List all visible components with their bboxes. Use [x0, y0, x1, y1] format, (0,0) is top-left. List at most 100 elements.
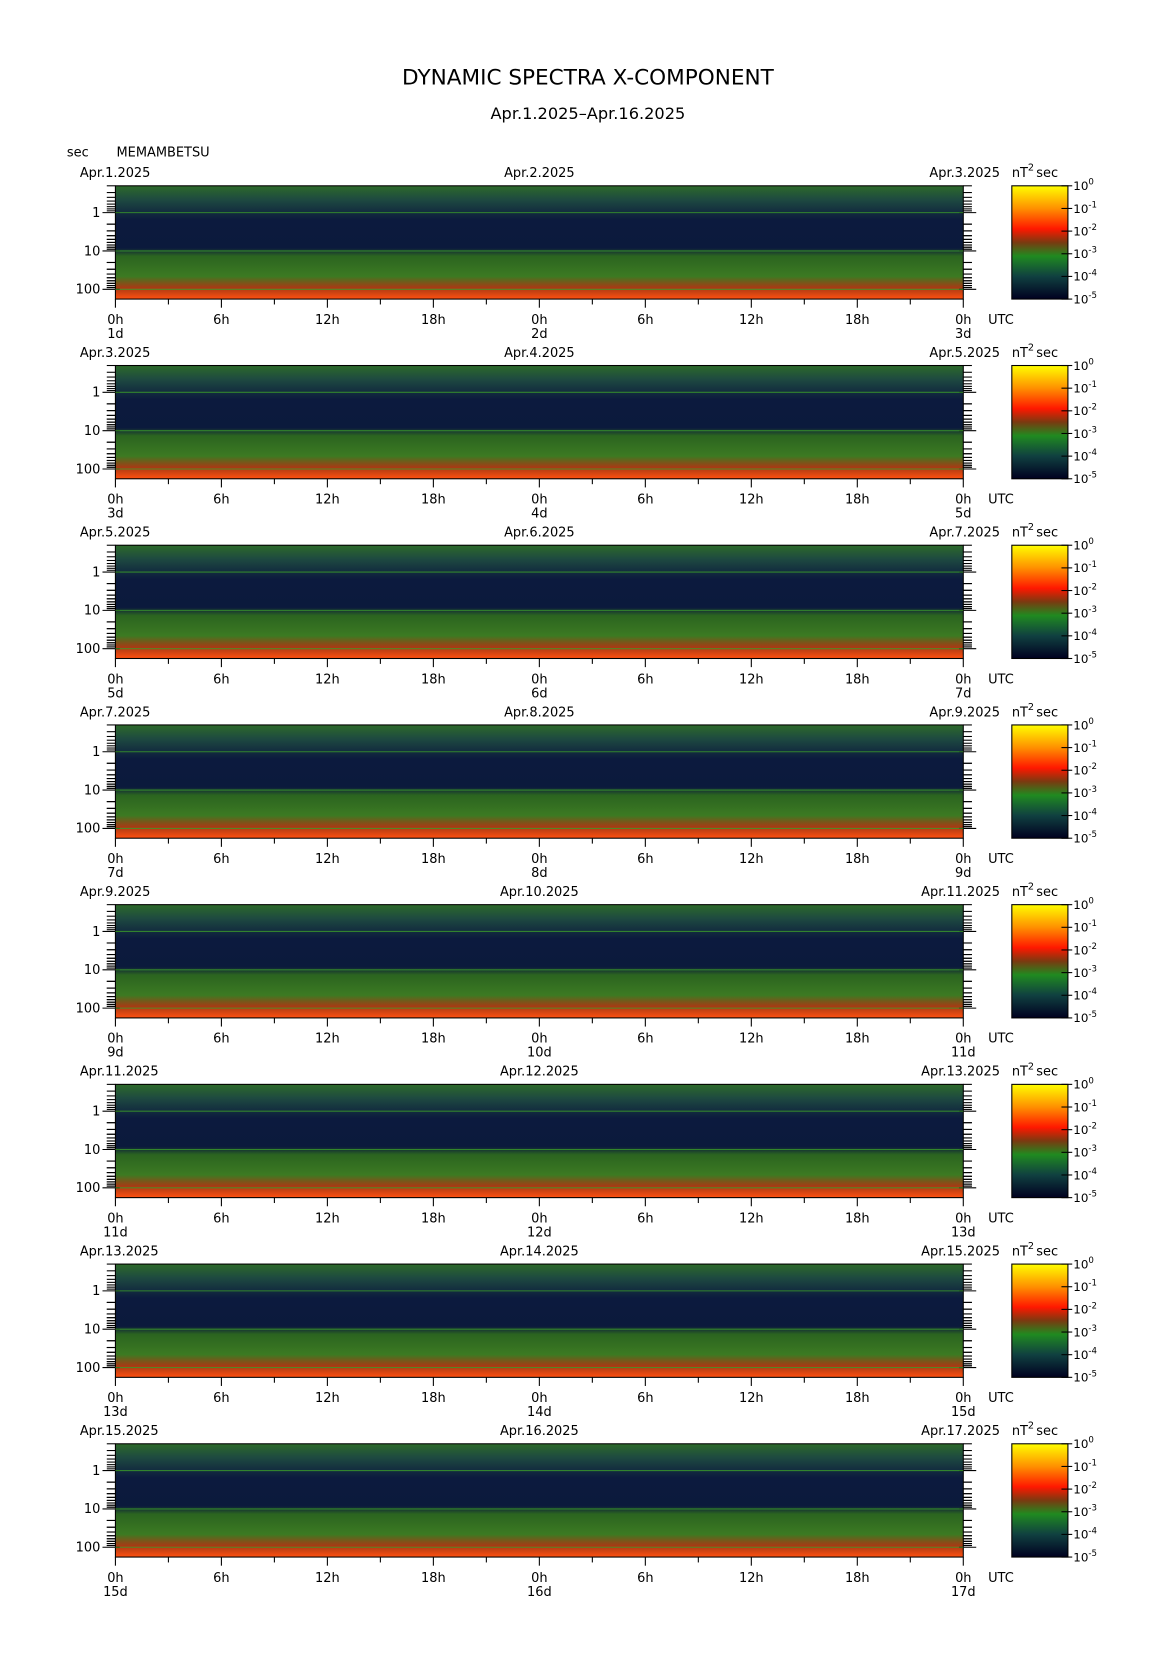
colorbar-tick-exponent: 0 [1088, 1076, 1093, 1086]
colorbar-unit-base: nT [1012, 885, 1028, 900]
colorbar-tick-label: 10-4 [1073, 807, 1097, 822]
start-date: Apr.7.2025 [80, 705, 151, 720]
y-tick-label: 1 [92, 1104, 100, 1119]
colorbar-tick-base: 10 [1073, 832, 1088, 846]
end-date: Apr.11.2025 [921, 885, 1000, 900]
day-label: 15d [951, 1405, 976, 1420]
x-unit: UTC [988, 313, 1014, 328]
colorbar-tick-base: 10 [1073, 1123, 1088, 1137]
colorbar-tick-base: 10 [1073, 607, 1088, 621]
day-label: 3d [955, 327, 971, 342]
x-tick-label: 6h [637, 493, 653, 508]
mid-date: Apr.10.2025 [500, 885, 579, 900]
colorbar-tick-label: 10-5 [1073, 471, 1097, 486]
colorbar-tick-exponent: -2 [1088, 1301, 1097, 1311]
day-label: 9d [955, 866, 971, 881]
colorbar-unit-power: 2 [1028, 1421, 1034, 1432]
x-tick-label: 18h [845, 1211, 870, 1226]
colorbar-tick-exponent: -3 [1088, 785, 1097, 795]
x-tick-label: 6h [637, 1571, 653, 1586]
colorbar-tick-exponent: 0 [1088, 717, 1093, 727]
colorbar-tick-label: 10-4 [1073, 987, 1097, 1002]
x-tick-label: 18h [845, 313, 870, 328]
x-unit: UTC [988, 1211, 1014, 1226]
colorbar-tick-label: 10-1 [1073, 740, 1097, 755]
colorbar-unit-base: nT [1012, 1065, 1028, 1080]
x-tick-label: 0h [107, 493, 123, 508]
colorbar-tick-label: 100 [1073, 1256, 1094, 1271]
x-unit: UTC [988, 1391, 1014, 1406]
colorbar-unit: nT2 sec [1012, 163, 1058, 181]
colorbar-tick-label: 10-5 [1073, 1369, 1097, 1384]
colorbar-tick-base: 10 [1073, 1303, 1088, 1317]
mid-date: Apr.16.2025 [500, 1424, 579, 1439]
colorbar-tick-base: 10 [1073, 718, 1088, 732]
x-tick-label: 0h [107, 1211, 123, 1226]
colorbar-unit: nT2 sec [1012, 882, 1058, 900]
colorbar-unit-time: sec [1036, 346, 1058, 361]
x-tick-label: 18h [845, 493, 870, 508]
colorbar-tick-base: 10 [1073, 1191, 1088, 1205]
colorbar-tick-exponent: -2 [1088, 1122, 1097, 1132]
colorbar-tick-exponent: 0 [1088, 537, 1093, 547]
colorbar-tick-label: 100 [1073, 178, 1094, 193]
y-tick-label: 10 [84, 244, 100, 259]
x-tick-label: 0h [955, 1391, 971, 1406]
colorbar-tick-exponent: -5 [1088, 830, 1097, 840]
colorbar-tick-base: 10 [1073, 921, 1088, 935]
colorbar-unit: nT2 sec [1012, 1061, 1058, 1079]
colorbar-tick-base: 10 [1073, 764, 1088, 778]
colorbar-tick-label: 100 [1073, 1076, 1094, 1091]
x-tick-label: 6h [637, 852, 653, 867]
colorbar-unit-time: sec [1036, 1244, 1058, 1259]
colorbar-tick-label: 10-2 [1073, 1481, 1097, 1496]
x-tick-label: 18h [845, 852, 870, 867]
colorbar [1011, 724, 1069, 839]
x-tick-label: 0h [107, 1391, 123, 1406]
colorbar-tick-base: 10 [1073, 1078, 1088, 1092]
colorbar-tick-base: 10 [1073, 427, 1088, 441]
start-date: Apr.5.2025 [80, 526, 151, 541]
colorbar-tick-label: 100 [1073, 537, 1094, 552]
x-tick-label: 0h [531, 313, 547, 328]
colorbar-tick-exponent: 0 [1088, 1256, 1093, 1266]
x-tick-label: 0h [955, 493, 971, 508]
colorbar-unit: nT2 sec [1012, 1241, 1058, 1259]
spectrogram [115, 545, 964, 659]
colorbar-tick-label: 10-2 [1073, 1301, 1097, 1316]
colorbar-tick-exponent: -2 [1088, 223, 1097, 233]
x-tick-label: 0h [955, 313, 971, 328]
colorbar-tick-label: 10-1 [1073, 200, 1097, 215]
x-tick-label: 0h [531, 672, 547, 687]
colorbar-tick-base: 10 [1073, 989, 1088, 1003]
x-tick-label: 0h [531, 1391, 547, 1406]
day-label: 11d [103, 1225, 128, 1240]
day-label: 8d [531, 866, 547, 881]
colorbar-tick-label: 10-5 [1073, 1010, 1097, 1025]
colorbar-tick-base: 10 [1073, 359, 1088, 373]
colorbar-tick-base: 10 [1073, 1482, 1088, 1496]
x-tick-label: 0h [955, 1032, 971, 1047]
x-tick-label: 0h [107, 852, 123, 867]
colorbar-tick-base: 10 [1073, 1146, 1088, 1160]
colorbar-tick-label: 10-1 [1073, 1099, 1097, 1114]
x-tick-label: 0h [107, 1032, 123, 1047]
end-date: Apr.9.2025 [929, 705, 1000, 720]
x-tick-label: 0h [531, 493, 547, 508]
x-tick-label: 6h [637, 313, 653, 328]
colorbar-unit: nT2 sec [1012, 1421, 1058, 1439]
colorbar-tick-base: 10 [1073, 292, 1088, 306]
colorbar-unit-power: 2 [1028, 163, 1034, 174]
day-label: 5d [955, 507, 971, 522]
colorbar-tick-base: 10 [1073, 472, 1088, 486]
colorbar-tick-exponent: 0 [1088, 897, 1093, 907]
y-tick-label: 1 [92, 745, 100, 760]
colorbar-tick-base: 10 [1073, 741, 1088, 755]
colorbar-tick-exponent: -5 [1088, 1369, 1097, 1379]
colorbar-tick-label: 10-2 [1073, 1122, 1097, 1137]
y-tick-label: 100 [76, 822, 101, 837]
colorbar-tick-label: 10-4 [1073, 268, 1097, 283]
x-tick-label: 18h [421, 1032, 446, 1047]
colorbar-tick-label: 10-2 [1073, 762, 1097, 777]
